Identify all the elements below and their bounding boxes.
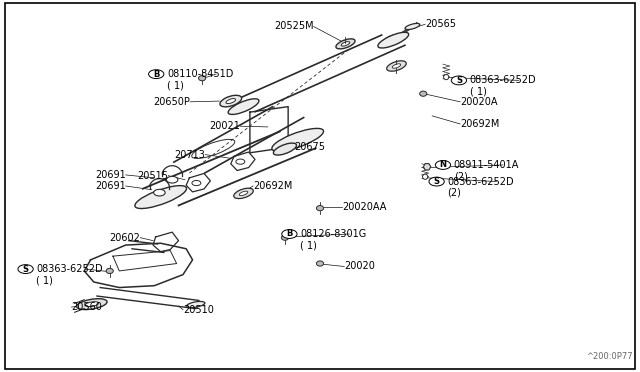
Ellipse shape — [385, 34, 402, 42]
Text: 20675: 20675 — [294, 142, 326, 152]
Ellipse shape — [387, 61, 406, 71]
Text: 08110-8451D: 08110-8451D — [167, 69, 234, 79]
Text: S: S — [456, 76, 462, 85]
Text: 20692M: 20692M — [460, 119, 500, 129]
Ellipse shape — [341, 42, 349, 46]
Ellipse shape — [239, 191, 248, 196]
Ellipse shape — [226, 99, 236, 103]
Text: 20020AA: 20020AA — [342, 202, 387, 212]
Text: 20713: 20713 — [175, 150, 205, 160]
Circle shape — [282, 230, 297, 238]
Ellipse shape — [316, 261, 324, 266]
Ellipse shape — [220, 95, 242, 107]
Text: B: B — [153, 70, 159, 78]
Text: 08363-6252D: 08363-6252D — [447, 177, 514, 187]
Text: ^200:0P77: ^200:0P77 — [586, 352, 632, 361]
Ellipse shape — [405, 23, 420, 29]
Ellipse shape — [85, 302, 99, 307]
Text: (2): (2) — [454, 171, 468, 181]
Text: 08126-8301G: 08126-8301G — [300, 229, 367, 239]
Ellipse shape — [420, 91, 427, 96]
Circle shape — [192, 180, 201, 186]
Circle shape — [166, 176, 178, 183]
Text: 20510: 20510 — [183, 305, 214, 315]
Text: 20020: 20020 — [344, 262, 375, 272]
Text: 08363-6252D: 08363-6252D — [36, 264, 103, 274]
Circle shape — [236, 159, 245, 164]
Text: N: N — [440, 160, 447, 170]
Ellipse shape — [106, 268, 113, 273]
Text: 20692M: 20692M — [253, 181, 292, 191]
Text: ( 1): ( 1) — [470, 86, 486, 96]
Ellipse shape — [422, 174, 428, 179]
Text: S: S — [434, 177, 440, 186]
Circle shape — [148, 70, 164, 78]
Text: 20021: 20021 — [209, 121, 241, 131]
Polygon shape — [423, 164, 431, 170]
Ellipse shape — [282, 235, 289, 240]
Ellipse shape — [228, 99, 259, 115]
Text: 08911-5401A: 08911-5401A — [454, 160, 519, 170]
Ellipse shape — [234, 188, 253, 199]
Text: 20560: 20560 — [72, 302, 102, 312]
Ellipse shape — [378, 32, 409, 48]
Text: 20691: 20691 — [95, 181, 125, 191]
Text: ( 1): ( 1) — [36, 275, 53, 285]
Text: 20565: 20565 — [425, 19, 456, 29]
Circle shape — [154, 189, 165, 196]
Circle shape — [451, 76, 467, 85]
Text: 20691: 20691 — [95, 170, 125, 180]
Ellipse shape — [77, 299, 107, 310]
Text: B: B — [286, 230, 292, 238]
Ellipse shape — [273, 143, 296, 155]
Circle shape — [435, 161, 451, 169]
Ellipse shape — [392, 64, 401, 68]
Text: S: S — [22, 264, 29, 273]
Ellipse shape — [272, 128, 324, 151]
Text: 20650P: 20650P — [153, 97, 190, 107]
Ellipse shape — [336, 39, 355, 49]
Text: 20020A: 20020A — [460, 97, 498, 107]
Ellipse shape — [187, 301, 205, 308]
Ellipse shape — [316, 206, 324, 211]
Text: (2): (2) — [447, 187, 461, 198]
Text: ( 1): ( 1) — [167, 80, 184, 90]
Text: 20515: 20515 — [138, 171, 168, 181]
Ellipse shape — [135, 186, 186, 209]
Text: 08363-6252D: 08363-6252D — [470, 76, 536, 86]
Text: 20525M: 20525M — [274, 22, 314, 32]
Circle shape — [18, 264, 33, 273]
Circle shape — [429, 177, 444, 186]
Text: 20602: 20602 — [109, 233, 140, 243]
Text: ( 1): ( 1) — [300, 240, 317, 250]
Ellipse shape — [444, 74, 449, 80]
Ellipse shape — [198, 76, 205, 81]
